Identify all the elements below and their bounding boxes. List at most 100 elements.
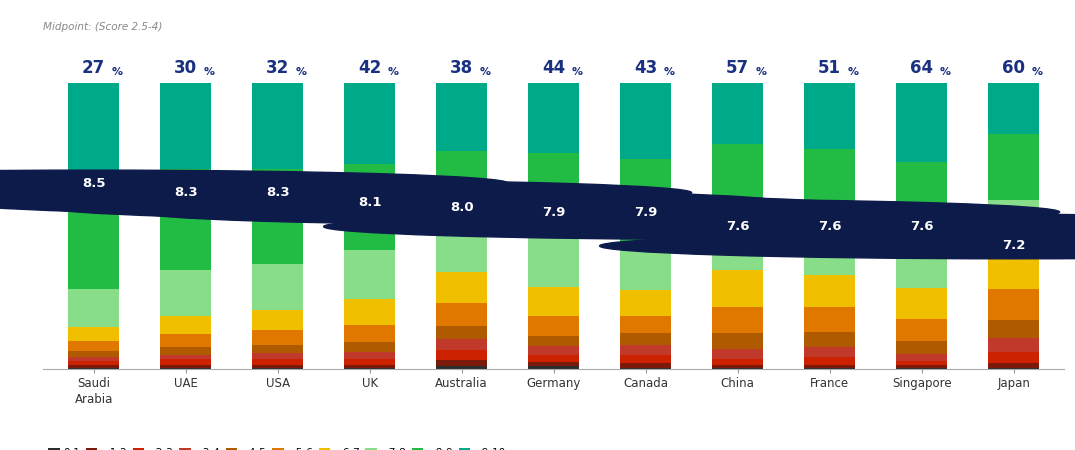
Bar — [988, 320, 1038, 338]
Bar — [713, 368, 763, 369]
Bar — [804, 332, 855, 347]
Circle shape — [507, 214, 1075, 239]
Bar — [528, 83, 579, 153]
Bar — [344, 364, 395, 368]
Bar — [620, 83, 671, 158]
Bar — [988, 289, 1038, 320]
Bar — [436, 303, 487, 326]
Bar — [988, 200, 1038, 249]
Bar — [897, 83, 947, 162]
Text: 30: 30 — [174, 59, 197, 77]
Bar — [436, 351, 487, 360]
Bar — [897, 361, 947, 365]
Bar — [620, 158, 671, 242]
Bar — [713, 333, 763, 349]
Circle shape — [324, 214, 1075, 239]
Text: %: % — [572, 67, 583, 77]
Bar — [528, 366, 579, 369]
Bar — [344, 83, 395, 164]
Bar — [69, 351, 119, 357]
Bar — [69, 341, 119, 351]
Bar — [897, 320, 947, 341]
Circle shape — [416, 214, 1075, 239]
Bar — [528, 355, 579, 362]
Bar — [253, 353, 303, 359]
Bar — [988, 352, 1038, 363]
Bar — [160, 347, 211, 355]
Bar — [804, 368, 855, 369]
Text: Midpoint: (Score 2.5-4): Midpoint: (Score 2.5-4) — [43, 22, 162, 32]
Circle shape — [231, 199, 1060, 225]
Bar — [160, 368, 211, 369]
Bar — [344, 299, 395, 324]
Text: 43: 43 — [634, 59, 657, 77]
Text: %: % — [663, 67, 675, 77]
Text: 8.0: 8.0 — [449, 201, 473, 214]
Bar — [620, 290, 671, 316]
Bar — [253, 368, 303, 369]
Text: 57: 57 — [726, 59, 749, 77]
Text: 44: 44 — [542, 59, 565, 77]
Bar — [620, 333, 671, 345]
Bar — [69, 361, 119, 365]
Bar — [804, 357, 855, 364]
Bar — [897, 242, 947, 288]
Bar — [620, 355, 671, 363]
Bar — [253, 83, 303, 169]
Bar — [69, 357, 119, 361]
Bar — [620, 345, 671, 355]
Bar — [528, 153, 579, 236]
Text: 7.6: 7.6 — [909, 220, 933, 233]
Bar — [160, 316, 211, 334]
Bar — [528, 316, 579, 336]
Bar — [988, 338, 1038, 352]
Bar — [253, 264, 303, 310]
Bar — [160, 270, 211, 316]
Text: 8.1: 8.1 — [358, 196, 382, 209]
Bar — [713, 359, 763, 364]
Bar — [436, 366, 487, 369]
Bar — [344, 324, 395, 342]
Text: 42: 42 — [358, 59, 382, 77]
Bar — [160, 359, 211, 364]
Text: %: % — [388, 67, 399, 77]
Text: %: % — [1032, 67, 1043, 77]
Bar — [436, 339, 487, 351]
Bar — [804, 226, 855, 275]
Bar — [620, 363, 671, 368]
Text: 7.2: 7.2 — [1002, 239, 1026, 252]
Bar — [253, 330, 303, 345]
Bar — [436, 326, 487, 339]
Text: %: % — [112, 67, 123, 77]
Text: 64: 64 — [911, 59, 933, 77]
Text: %: % — [847, 67, 859, 77]
Text: %: % — [479, 67, 490, 77]
Bar — [897, 365, 947, 368]
Bar — [344, 352, 395, 359]
Text: 51: 51 — [818, 59, 841, 77]
Bar — [436, 360, 487, 366]
Text: %: % — [203, 67, 215, 77]
Text: 8.3: 8.3 — [266, 186, 289, 199]
Text: 27: 27 — [82, 59, 105, 77]
Bar — [253, 359, 303, 364]
Bar — [436, 272, 487, 303]
Bar — [253, 364, 303, 368]
Bar — [804, 307, 855, 332]
Bar — [713, 221, 763, 270]
Bar — [804, 364, 855, 368]
Bar — [528, 236, 579, 288]
Bar — [804, 83, 855, 149]
Bar — [713, 83, 763, 144]
Legend: 0-1, <1-2, <2-3, <3-4, <4-5, <5-6, <6-7, <7-8, <8-9, <9-10: 0-1, <1-2, <2-3, <3-4, <4-5, <5-6, <6-7,… — [48, 448, 506, 450]
Bar — [713, 307, 763, 333]
Bar — [804, 149, 855, 226]
Text: 32: 32 — [266, 59, 289, 77]
Circle shape — [0, 180, 600, 206]
Bar — [69, 83, 119, 180]
Bar — [713, 349, 763, 359]
Bar — [804, 347, 855, 357]
Bar — [344, 342, 395, 352]
Text: 38: 38 — [450, 59, 473, 77]
Circle shape — [47, 194, 876, 220]
